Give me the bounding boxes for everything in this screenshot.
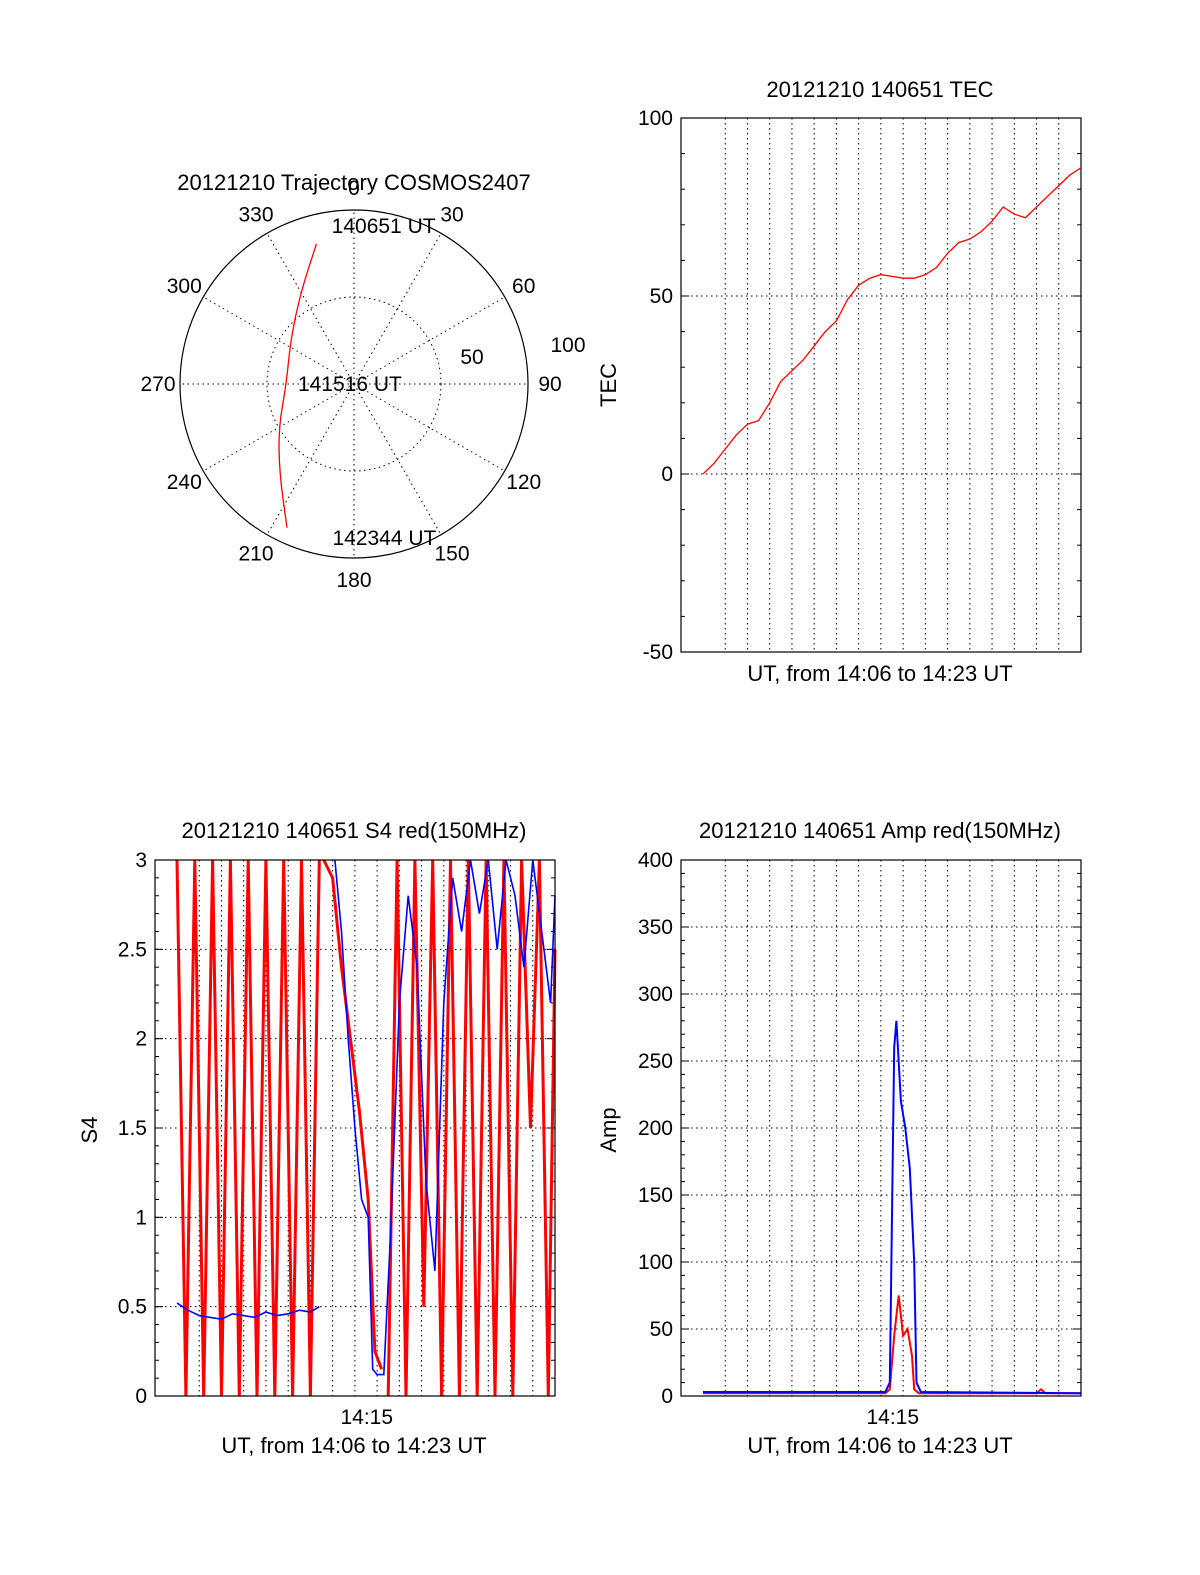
s4-xlabel: UT, from 14:06 to 14:23 UT [221, 1433, 486, 1458]
s4-xtick-14:15: 14:15 [340, 1406, 393, 1429]
angle-label-30: 30 [440, 203, 463, 226]
angle-label-330: 330 [238, 203, 273, 226]
spoke-210 [266, 383, 355, 535]
radial-label-50: 50 [460, 346, 483, 369]
trajectory-polar-chart: 20121210 Trajectory COSMOS2407 0 30 60 90 12… [140, 170, 585, 592]
tec-y-tick-labels: 100 50 0 -50 [638, 107, 673, 664]
amp-series-lines [703, 1020, 1082, 1395]
radial-label-100: 100 [550, 334, 585, 357]
tec-ytick-100: 100 [638, 107, 673, 130]
angle-label-120: 120 [506, 471, 541, 494]
tec-grid [681, 117, 1081, 653]
tec-xlabel: UT, from 14:06 to 14:23 UT [747, 661, 1012, 686]
amp-xlabel: UT, from 14:06 to 14:23 UT [747, 1433, 1012, 1458]
trajectory-horizon-circle [179, 209, 529, 559]
tec-ylabel: TEC [596, 363, 621, 407]
s4-ytick-1.5: 1.5 [118, 1117, 147, 1140]
tec-chart: 20121210 140651 TEC 100 50 0 -50 UT, from 1… [596, 77, 1082, 686]
amp-ytick-400: 400 [638, 849, 673, 872]
angle-label-90: 90 [538, 373, 561, 396]
s4-title: 20121210 140651 S4 red(150MHz) [182, 818, 527, 843]
amp-title: 20121210 140651 Amp red(150MHz) [699, 818, 1061, 843]
spoke-60 [353, 296, 505, 385]
angle-label-210: 210 [238, 543, 273, 566]
spoke-330 [266, 233, 355, 385]
track-time-label-2: 142344 UT [332, 527, 436, 550]
trajectory-annotations: 140651 UT 141516 UT 142344 UT [298, 215, 437, 550]
s4-blue-segment-2 [389, 859, 556, 1271]
amp-ytick-200: 200 [638, 1117, 673, 1140]
s4-y-tick-labels: 3 2.5 2 1.5 1 0.5 0 [118, 849, 147, 1408]
amp-blue-line [703, 1020, 1082, 1395]
amp-ylabel: Amp [596, 1107, 621, 1152]
s4-chart: 20121210 140651 S4 red(150MHz) 3 2.5 2 1.5 1… [77, 818, 557, 1458]
angle-label-300: 300 [167, 275, 202, 298]
tec-title: 20121210 140651 TEC [766, 77, 993, 102]
s4-red-segment-1 [322, 859, 384, 1370]
trajectory-track-line [278, 243, 318, 528]
s4-ytick-3: 3 [135, 849, 147, 872]
spoke-240 [203, 383, 355, 472]
s4-ytick-0: 0 [135, 1385, 147, 1408]
track-time-label-1: 141516 UT [298, 373, 402, 396]
s4-ytick-0.5: 0.5 [118, 1296, 147, 1319]
amp-ytick-100: 100 [638, 1251, 673, 1274]
s4-ylabel: S4 [77, 1117, 102, 1144]
tec-ytick--50: -50 [643, 641, 673, 664]
s4-ytick-2.5: 2.5 [118, 938, 147, 961]
amp-chart: 20121210 140651 Amp red(150MHz) 400 350 30… [596, 818, 1082, 1458]
track-time-label-0: 140651 UT [332, 215, 436, 238]
spoke-150 [353, 383, 442, 535]
spoke-300 [203, 296, 355, 385]
tec-series-line [702, 167, 1082, 475]
angle-label-180: 180 [336, 569, 371, 592]
s4-red-segment-2 [386, 859, 557, 1397]
s4-x-tick-labels: 14:15 [340, 1406, 393, 1429]
amp-xtick-14:15: 14:15 [866, 1406, 919, 1429]
tec-ytick-50: 50 [650, 285, 673, 308]
spoke-120 [353, 383, 505, 472]
angle-label-150: 150 [434, 543, 469, 566]
spoke-30 [353, 233, 442, 385]
tec-plot-frame [680, 117, 1082, 653]
angle-label-0: 0 [348, 177, 360, 200]
amp-ytick-150: 150 [638, 1184, 673, 1207]
trajectory-inner-circle [266, 296, 442, 472]
tec-ytick-0: 0 [661, 463, 673, 486]
s4-plot-frame [154, 859, 556, 1397]
trajectory-grid [180, 210, 528, 558]
amp-ytick-50: 50 [650, 1318, 673, 1341]
s4-ytick-1: 1 [135, 1206, 147, 1229]
angle-label-270: 270 [140, 373, 175, 396]
amp-x-tick-labels: 14:15 [866, 1406, 919, 1429]
amp-ytick-300: 300 [638, 983, 673, 1006]
amp-y-tick-labels: 400 350 300 250 200 150 100 50 0 [638, 849, 673, 1408]
amp-plot-frame [680, 859, 1082, 1397]
trajectory-angle-labels: 0 30 60 90 120 150 180 210 240 270 300 330 [140, 177, 561, 592]
angle-label-240: 240 [167, 471, 202, 494]
s4-blue-segment-1 [334, 859, 392, 1376]
s4-ytick-2: 2 [135, 1028, 147, 1051]
amp-ytick-350: 350 [638, 916, 673, 939]
angle-label-60: 60 [512, 275, 535, 298]
trajectory-title: 20121210 Trajectory COSMOS2407 [177, 170, 530, 195]
amp-ytick-0: 0 [661, 1385, 673, 1408]
amp-ytick-250: 250 [638, 1050, 673, 1073]
s4-blue-segment-0 [176, 1302, 320, 1321]
